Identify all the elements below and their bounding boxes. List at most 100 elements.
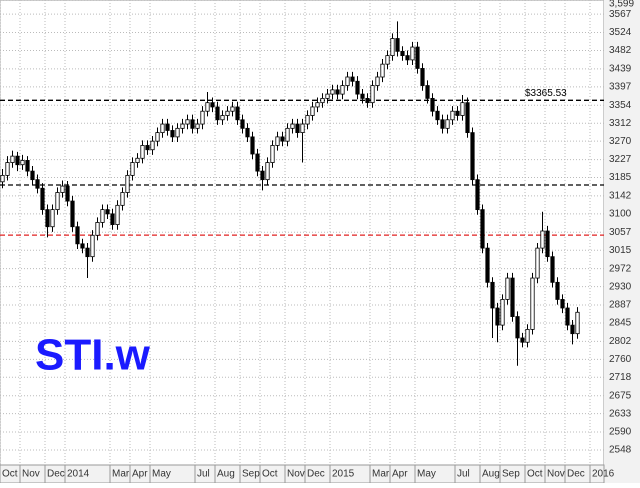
- candle-body: [40, 187, 45, 211]
- candle-body: [55, 192, 60, 211]
- candle-body: [245, 127, 250, 138]
- candle-body: [190, 119, 195, 129]
- candle-body: [235, 106, 240, 121]
- candle-body: [520, 337, 525, 343]
- candle-body: [490, 281, 495, 309]
- candle-body: [400, 50, 405, 57]
- candle-body: [295, 123, 300, 134]
- candle-body: [175, 127, 180, 138]
- x-tick-label: Sep: [242, 469, 260, 480]
- candle-body: [140, 145, 145, 159]
- candle-body: [460, 102, 465, 116]
- y-tick-label: 3312: [609, 118, 632, 129]
- y-tick-label: 3524: [609, 27, 632, 38]
- candle-body: [120, 192, 125, 206]
- candle-body: [575, 311, 580, 335]
- candle-body: [95, 222, 100, 236]
- candle-body: [570, 324, 575, 335]
- candle-body: [90, 234, 95, 258]
- candle-body: [315, 102, 320, 108]
- x-tick-label: May: [417, 469, 436, 480]
- x-tick-label: May: [152, 469, 171, 480]
- candle-body: [25, 160, 30, 172]
- candle-body: [35, 179, 40, 189]
- candle-body: [195, 123, 200, 129]
- candle-body: [85, 247, 90, 258]
- level-label: $3365.53: [525, 88, 567, 99]
- y-tick-label: 3100: [609, 209, 632, 220]
- candle-body: [135, 157, 140, 163]
- x-tick-label: Apr: [392, 469, 408, 480]
- candle-body: [455, 110, 460, 116]
- candle-body: [70, 200, 75, 228]
- y-tick-label: 2633: [609, 408, 632, 419]
- y-tick-label: 2845: [609, 318, 632, 329]
- candle-body: [415, 46, 420, 69]
- y-tick-label: 3439: [609, 64, 632, 75]
- candle-body: [500, 299, 505, 326]
- candle-body: [505, 277, 510, 300]
- candle-body: [445, 119, 450, 129]
- candle-body: [80, 243, 85, 249]
- candle-body: [335, 89, 340, 95]
- y-tick-label: 3185: [609, 172, 632, 183]
- x-tick-label: Dec: [47, 469, 65, 480]
- candle-body: [480, 209, 485, 249]
- x-tick-label: Oct: [262, 469, 278, 480]
- candle-body: [440, 119, 445, 129]
- candle-body: [0, 174, 5, 183]
- candle-body: [555, 281, 560, 300]
- y-tick-label: 3015: [609, 245, 632, 256]
- candle-body: [20, 160, 25, 166]
- candle-body: [350, 76, 355, 82]
- y-tick-label: 2887: [609, 300, 632, 311]
- candle-body: [125, 174, 130, 193]
- candle-body: [180, 123, 185, 129]
- y-tick-label: 2760: [609, 354, 632, 365]
- candle-body: [300, 123, 305, 134]
- candle-body: [370, 85, 375, 104]
- candle-body: [360, 93, 365, 99]
- candle-body: [325, 93, 330, 99]
- candle-body: [165, 123, 170, 131]
- y-tick-label: 3354: [609, 100, 632, 111]
- chart-title: STI.w: [35, 331, 151, 380]
- candle-body: [430, 97, 435, 112]
- candle-body: [265, 162, 270, 181]
- candle-body: [205, 102, 210, 112]
- candle-body: [515, 316, 520, 339]
- candle-body: [250, 136, 255, 155]
- candle-body: [230, 106, 235, 112]
- x-tick-label: Mar: [112, 469, 130, 480]
- candle-body: [290, 123, 295, 129]
- candle-body: [465, 102, 470, 134]
- y-tick-label: 2972: [609, 263, 632, 274]
- x-tick-label: Nov: [547, 469, 565, 480]
- y-tick-label: 3482: [609, 45, 632, 56]
- candle-body: [550, 256, 555, 283]
- candle-body: [510, 277, 515, 317]
- candle-body: [215, 106, 220, 121]
- candle-body: [60, 185, 65, 193]
- candle-body: [160, 123, 165, 134]
- x-tick-label: 2014: [67, 469, 90, 480]
- candle-body: [280, 136, 285, 142]
- y-tick-label: 3,599: [609, 0, 634, 10]
- y-tick-label: 2930: [609, 281, 632, 292]
- candle-body: [255, 153, 260, 172]
- candle-body: [170, 130, 175, 138]
- x-tick-label: Dec: [567, 469, 585, 480]
- candle-body: [425, 85, 430, 99]
- y-tick-label: 3227: [609, 154, 632, 165]
- x-tick-label: Jul: [457, 469, 470, 480]
- y-tick-label: 3567: [609, 9, 632, 20]
- candle-body: [475, 179, 480, 211]
- x-tick-label: Oct: [527, 469, 543, 480]
- candle-body: [65, 185, 70, 202]
- candle-body: [540, 230, 545, 249]
- candle-body: [530, 277, 535, 330]
- y-axis-band: [604, 0, 640, 483]
- x-tick-label: Jul: [197, 469, 210, 480]
- candle-body: [565, 307, 570, 326]
